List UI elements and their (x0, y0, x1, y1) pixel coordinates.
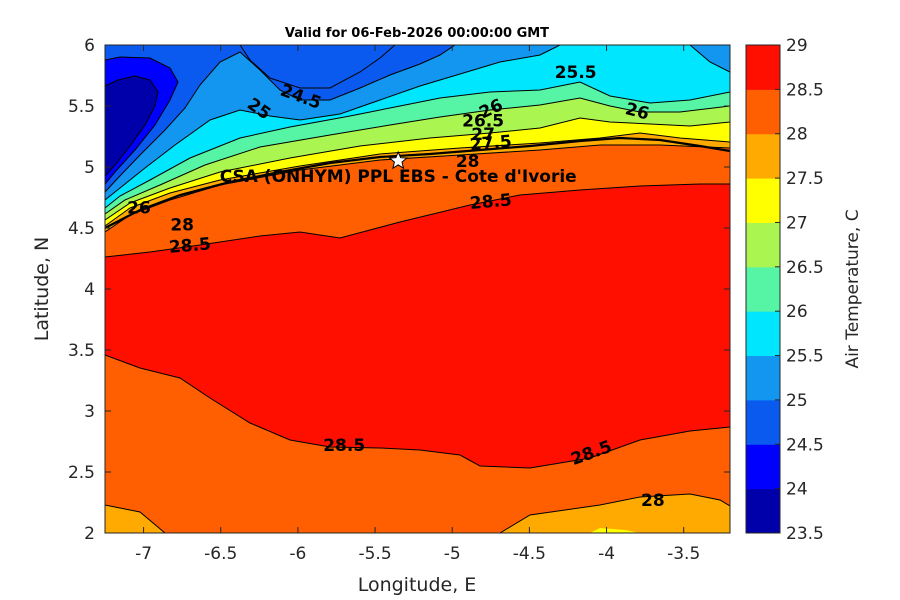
colorbar-segment (746, 488, 780, 534)
colorbar-tick-label: 27.5 (786, 169, 824, 189)
contour-lines (105, 45, 730, 533)
band-24-24.5-top (240, 45, 395, 88)
y-tick-label: 3.5 (68, 341, 95, 361)
contour-label: 28 (456, 152, 480, 172)
x-axis-label: Longitude, E (358, 574, 477, 596)
x-tick-label: -6.5 (204, 544, 237, 564)
y-axis: 2 2.5 3 3.5 4 4.5 5 5.5 6 (68, 36, 730, 544)
colorbar-tick-label: 28.5 (786, 80, 824, 100)
coastline (105, 136, 730, 229)
contour-label: 26 (127, 198, 151, 218)
chart-title: Valid for 06-Feb-2026 00:00:00 GMT (285, 26, 549, 41)
contour-label: 27.5 (469, 132, 513, 156)
y-tick-label: 4 (84, 280, 95, 300)
station-label: CSA (ONHYM) PPL EBS - Cote d'Ivorie (220, 167, 577, 187)
colorbar-label: Air Temperature, C (843, 209, 863, 368)
colorbar-segment (746, 355, 780, 401)
colorbar-tick-label: 25.5 (786, 347, 824, 367)
y-tick-label: 5.5 (68, 97, 95, 117)
colorbar-segment (746, 89, 780, 135)
contour-label: 26.5 (462, 112, 504, 132)
colorbar-segment (746, 266, 780, 312)
colorbar-tick-label: 23.5 (786, 524, 824, 544)
colorbar-tick-label: 29 (786, 36, 808, 56)
colorbar-tick-label: 26 (786, 302, 808, 322)
x-axis: -7 -6.5 -6 -5.5 -5 -4.5 -4 -3.5 (135, 45, 700, 564)
colorbar-frame (745, 44, 781, 534)
contour-label: 28 (641, 491, 665, 511)
band-27.5-28-bottom-left (105, 505, 165, 533)
band-25-25.5 (105, 45, 560, 200)
contour-label: 27 (471, 125, 495, 145)
colorbar-segment (746, 399, 780, 445)
band-25-25.5-topright (690, 45, 730, 72)
y-tick-label: 2 (84, 524, 95, 544)
band-28.5-29 (105, 184, 730, 468)
colorbar-tick-label: 27 (786, 213, 808, 233)
contour-label: 28.5 (323, 436, 365, 456)
colorbar-tick-label: 26.5 (786, 258, 824, 278)
y-tick-label: 3 (84, 402, 95, 422)
colorbar-segment (746, 222, 780, 268)
contour-label: 28.5 (469, 190, 513, 214)
colorbar-segment (746, 311, 780, 357)
y-tick-label: 6 (84, 36, 95, 56)
station-layer: CSA (ONHYM) PPL EBS - Cote d'Ivorie (220, 150, 577, 187)
x-tick-label: -5 (444, 544, 461, 564)
colorbar-tick-label: 24.5 (786, 435, 824, 455)
x-tick-label: -4.5 (513, 544, 546, 564)
colorbar-tick-label: 24 (786, 480, 808, 500)
colorbar: 23.5 24 24.5 25 25.5 26 26.5 27 27.5 28 28.5 29 (745, 36, 824, 544)
colorbar-segment (746, 178, 780, 223)
y-tick-label: 5 (84, 158, 95, 178)
y-tick-label: 2.5 (68, 463, 95, 483)
contour-label: 25.5 (555, 63, 597, 83)
contour-label: 28.5 (168, 234, 212, 258)
colorbar-tick-label: 25 (786, 391, 808, 411)
contour-label: 28 (170, 215, 194, 235)
x-tick-label: -4 (598, 544, 615, 564)
band-24.5-25 (105, 45, 455, 192)
band-28-28.5-bottom-right-core (590, 528, 640, 533)
y-axis-label: Latitude, N (31, 237, 53, 342)
colorbar-segment (746, 444, 780, 490)
band-27.5-28-bottom-right (500, 494, 730, 533)
band-23.5-24 (105, 76, 158, 176)
y-tick-label: 4.5 (68, 219, 95, 239)
colorbar-segment (746, 133, 780, 179)
station-star-marker (388, 150, 409, 170)
colorbar-segment (746, 45, 780, 90)
colorbar-tick-label: 28 (786, 125, 808, 145)
x-tick-label: -5.5 (358, 544, 391, 564)
x-tick-label: -3.5 (667, 544, 700, 564)
contour-fill-layer (105, 45, 730, 533)
x-tick-label: -7 (135, 544, 152, 564)
x-tick-label: -6 (289, 544, 306, 564)
